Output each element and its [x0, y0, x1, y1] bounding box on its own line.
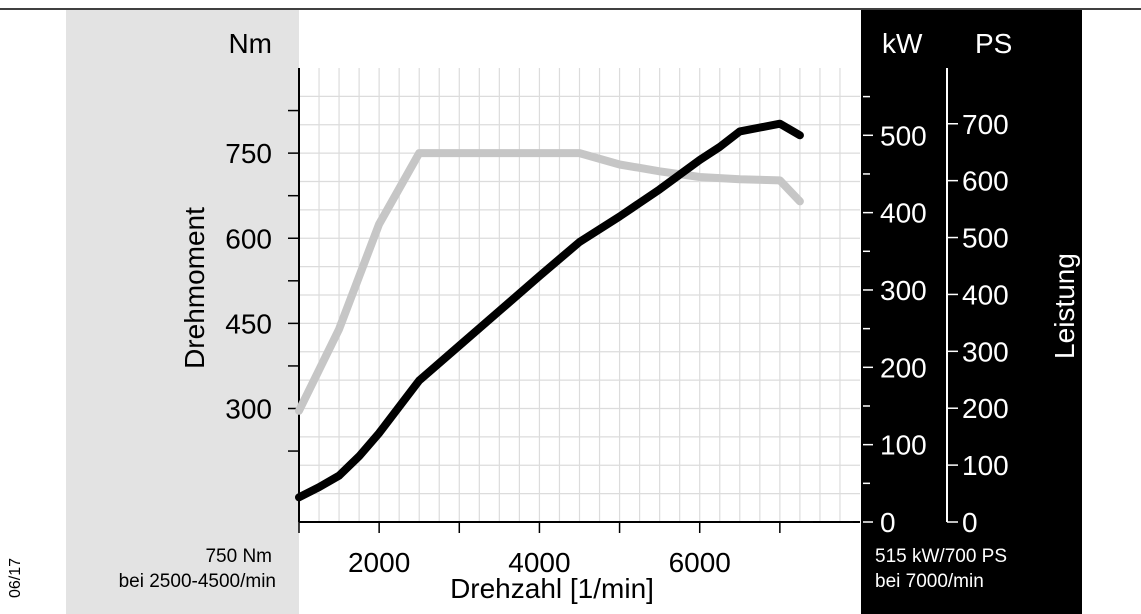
- left-tick-label: 450: [225, 308, 272, 339]
- ps-tick-label: 700: [962, 109, 1009, 140]
- ps-tick-label: 100: [962, 450, 1009, 481]
- x-tick-label: 2000: [348, 547, 410, 578]
- x-tick-label: 4000: [508, 547, 570, 578]
- kw-tick-label: 500: [880, 120, 927, 151]
- left-tick-label: 600: [225, 223, 272, 254]
- torque-range-annotation: bei 2500-4500/min: [119, 571, 276, 592]
- ps-tick-label: 500: [962, 223, 1009, 254]
- left-tick-label: 300: [225, 394, 272, 425]
- axes: [288, 68, 958, 533]
- x-axis-title: Drehzahl [1/min]: [450, 573, 654, 604]
- nm-unit-label: Nm: [228, 28, 272, 59]
- ps-tick-label: 600: [962, 166, 1009, 197]
- kw-tick-label: 100: [880, 430, 927, 461]
- kw-tick-label: 400: [880, 198, 927, 229]
- ps-tick-label: 300: [962, 336, 1009, 367]
- ps-tick-label: 400: [962, 279, 1009, 310]
- left-axis-title: Drehmoment: [179, 207, 210, 369]
- kw-unit-label: kW: [882, 28, 923, 59]
- x-tick-label: 6000: [669, 547, 731, 578]
- power-max-annotation: 515 kW/700 PS: [875, 546, 1007, 567]
- torque-curve: [295, 149, 804, 415]
- right-axis-title: Leistung: [1049, 253, 1080, 359]
- right-axis-panel: [861, 10, 1082, 614]
- grid: [299, 68, 860, 522]
- kw-tick-label: 200: [880, 352, 927, 383]
- left-axis-panel: [66, 10, 299, 614]
- ps-tick-label: 200: [962, 393, 1009, 424]
- left-tick-label: 750: [225, 138, 272, 169]
- torque-max-annotation: 750 Nm: [205, 546, 272, 567]
- kw-tick-label: 0: [880, 507, 896, 538]
- page-code: 06/17: [7, 558, 24, 598]
- ps-unit-label: PS: [975, 28, 1012, 59]
- series-layer: [295, 119, 804, 502]
- power-rpm-annotation: bei 7000/min: [875, 571, 984, 592]
- kw-tick-label: 300: [880, 275, 927, 306]
- ps-tick-label: 0: [962, 507, 978, 538]
- power-curve: [295, 119, 804, 502]
